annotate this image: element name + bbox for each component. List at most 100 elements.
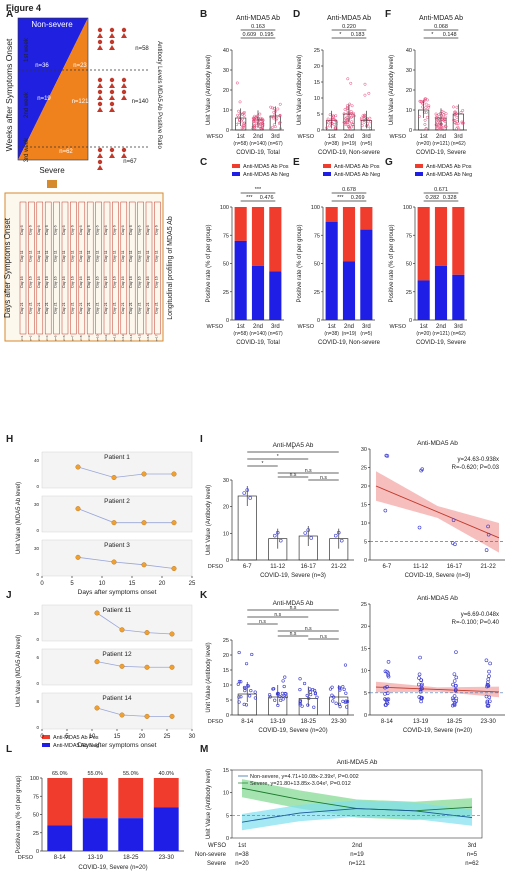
data-point <box>454 122 458 126</box>
day-label: Day 6 <box>70 225 74 234</box>
person-icon <box>109 33 115 38</box>
data-point <box>336 530 341 535</box>
patient-n-label: n=2 <box>28 335 32 340</box>
pval-label: * <box>277 454 279 460</box>
data-point <box>386 660 391 664</box>
day-label: Day 6 <box>104 225 108 234</box>
day-label: Day 11 <box>104 250 108 261</box>
patient-line <box>96 661 172 668</box>
stack-bar-pos <box>342 207 356 262</box>
day-label: Day 6 <box>138 225 142 234</box>
data-point <box>486 677 491 682</box>
legend-neg-label: Anti-MDA5 Ab Neg <box>334 172 380 178</box>
y-tick-label-D: 20 <box>314 64 320 70</box>
x-tick-label-I: 21-22 <box>331 564 347 570</box>
patient-column <box>86 201 94 335</box>
n-label-G: (n=121) <box>432 331 450 337</box>
data-point <box>309 536 314 540</box>
n-label-F: (n=62) <box>451 141 466 147</box>
data-point <box>487 669 491 674</box>
person-icon <box>109 83 115 88</box>
panel-letter-e: E <box>293 157 300 168</box>
x-axis-title-B: COVID-19, Total <box>236 150 280 156</box>
data-point <box>275 530 280 535</box>
patient-n-label: n=8 <box>79 335 83 340</box>
data-point <box>452 679 457 683</box>
chart-title-I: Anti-MDA5 Ab <box>273 442 314 449</box>
data-point <box>419 678 423 682</box>
stack-bar-pos <box>251 207 265 266</box>
legend-pos-swatch <box>323 164 331 168</box>
x-tick-label-H: 20 <box>159 581 166 587</box>
patient-point <box>169 713 175 719</box>
day-label: Day 16 <box>146 276 150 287</box>
y-tick-label-K2: 25 <box>361 602 367 608</box>
data-point <box>271 125 274 129</box>
x-axis-title-L: COVID-19, Severe (n=20) <box>78 865 147 871</box>
data-point <box>442 110 446 114</box>
data-point <box>342 120 346 124</box>
day-label: Day 21 <box>54 302 58 313</box>
patient-column <box>19 201 27 335</box>
legend-neg-swatch <box>415 172 423 176</box>
chart-title-B: Anti-MDA5 Ab <box>236 15 280 22</box>
x-tick-label-I: 11-12 <box>270 564 286 570</box>
pval-label: 0.163 <box>251 24 265 30</box>
data-point <box>237 695 241 699</box>
y-tick-label-D: 0 <box>317 128 320 134</box>
x-tick-label-J: 10 <box>89 734 96 740</box>
data-point <box>278 113 282 117</box>
data-point <box>259 116 262 120</box>
person-icon <box>121 33 127 38</box>
day-label: Day 11 <box>154 250 158 261</box>
data-point <box>455 105 459 109</box>
day-label: Day 11 <box>62 250 66 261</box>
data-point <box>424 127 428 131</box>
y-tick-label: 40 <box>34 458 40 463</box>
data-point <box>276 691 280 695</box>
x-axis-title-K: COVID-19, Severe (n=20) <box>258 728 327 734</box>
data-point <box>342 687 346 691</box>
patient-point <box>119 712 125 718</box>
data-point <box>453 688 458 693</box>
x-tick-label-B: 1st <box>237 134 245 140</box>
data-point <box>423 122 427 126</box>
data-point <box>417 676 421 680</box>
pval-label: 0.328 <box>443 195 457 201</box>
n-label-E: (n=19) <box>342 331 357 337</box>
data-point <box>268 695 272 699</box>
x-tick-label-I2: 16-17 <box>447 564 463 570</box>
data-point <box>383 669 388 674</box>
data-point <box>427 105 431 109</box>
data-point <box>441 126 445 130</box>
data-point <box>418 689 423 694</box>
days-axis-title: Days after Symptoms Onset <box>3 217 12 318</box>
patient-n-label: n=11 <box>104 334 108 341</box>
patient-column <box>145 201 153 335</box>
data-point <box>258 112 262 116</box>
data-point <box>330 685 334 689</box>
pval-label: 0.671 <box>434 187 448 193</box>
n-label-F: (n=20) <box>416 141 431 147</box>
patient-n-label: n=3 <box>37 335 41 340</box>
y-tick-label-M: 10 <box>223 791 229 797</box>
dfso-label-I: DFSO <box>208 564 224 570</box>
data-point <box>360 124 364 128</box>
x-axis-title-G: COVID-19, Severe <box>416 340 467 346</box>
data-point <box>386 674 391 679</box>
data-point <box>343 663 348 667</box>
day-label: Day 21 <box>96 302 100 313</box>
data-point <box>459 110 463 114</box>
severe-n-label: n=121 <box>349 861 367 867</box>
x-axis-title-C: COVID-19, Total <box>236 340 280 346</box>
patient-name-label: Patient 11 <box>103 607 132 614</box>
chart-title-F: Anti-MDA5 Ab <box>419 15 463 22</box>
x-tick-label-H: 15 <box>129 581 136 587</box>
person-icon <box>121 83 127 88</box>
stack-bar-neg <box>251 265 265 320</box>
data-point <box>239 680 243 684</box>
day-label: Day 11 <box>146 250 150 261</box>
y-tick-label-C: 100 <box>220 205 229 211</box>
n-label-B: (n=58) <box>233 141 248 147</box>
data-point <box>249 689 253 693</box>
